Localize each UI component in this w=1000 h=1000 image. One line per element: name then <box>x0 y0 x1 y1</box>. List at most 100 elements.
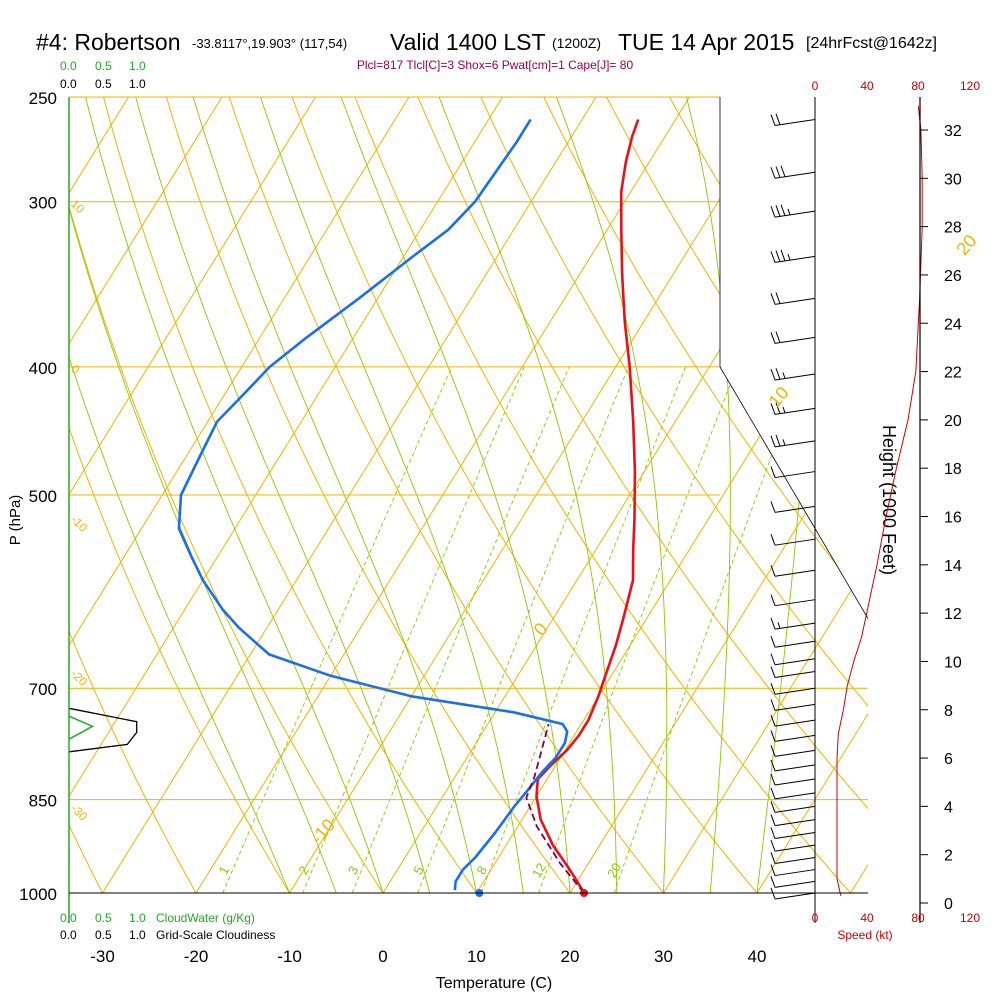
wind-barb-feather <box>770 801 776 813</box>
valid-time: Valid 1400 LST <box>390 29 546 55</box>
cloudwater-profile <box>68 715 95 740</box>
wind-barb-staff <box>774 658 816 666</box>
top-cloudiness-tick-0: 0.0 <box>60 77 77 91</box>
bottom-cloudiness-tick-0: 0.0 <box>60 928 77 942</box>
wind-barb-feather <box>770 666 776 678</box>
station-coords: -33.8117°,19.903° (117,54) <box>192 36 347 51</box>
height-tick-label: 10 <box>944 654 962 671</box>
pressure-tick-label: 300 <box>29 194 57 213</box>
wind-barb-staff <box>774 749 816 757</box>
wind-barb-feather <box>770 206 776 218</box>
wind-barb-feather <box>770 714 776 727</box>
mixing-ratio-label: 2 <box>295 863 312 877</box>
wind-barb-staff <box>774 819 816 827</box>
dry-adiabat-line <box>731 97 868 893</box>
wind-barb-feather <box>770 565 776 577</box>
wind-barb-feather <box>775 368 781 380</box>
wind-barb <box>770 331 816 344</box>
wind-barb-staff <box>774 869 816 877</box>
wind-barb-feather <box>775 113 781 125</box>
temperature-tick-label: 10 <box>467 947 486 966</box>
wind-barb-staff <box>774 880 816 888</box>
wind-barb-feather <box>770 827 776 839</box>
wind-barb-staff <box>774 764 816 772</box>
height-tick-label: 2 <box>944 848 953 865</box>
wind-barb-staff <box>774 671 816 679</box>
station-title: #4: Robertson <box>36 29 180 55</box>
moist-adiabat-line <box>756 97 814 893</box>
moist-adiabat-line <box>69 97 337 893</box>
wind-barb-feather <box>770 435 776 448</box>
wind-barb <box>770 864 816 877</box>
wind-barb-feather <box>770 839 776 852</box>
wind-barb <box>770 666 816 679</box>
wind-barb-feather <box>770 773 776 786</box>
wind-barb-feather <box>770 759 776 772</box>
isotherm-line <box>69 97 316 893</box>
wind-barb <box>770 113 816 127</box>
temperature-tick-label: -10 <box>277 947 302 966</box>
wind-barb <box>770 653 816 666</box>
wind-barb-feather <box>770 745 776 757</box>
height-tick-label: 20 <box>944 413 962 430</box>
speed-axis-title: Speed (kt) <box>837 928 892 942</box>
wind-barb <box>770 204 816 218</box>
wind-barb <box>770 434 816 448</box>
dry-adiabat-line <box>69 97 290 893</box>
wind-barb <box>770 501 816 513</box>
wind-barb <box>770 699 816 711</box>
speed-top-tick: 0 <box>812 79 819 93</box>
wind-barb-feather <box>775 205 781 217</box>
wind-barb-feather <box>770 594 776 606</box>
wind-barb-staff <box>774 719 816 727</box>
wind-barb-staff <box>774 538 816 546</box>
cloudiness-profile <box>68 707 138 753</box>
wind-barb-staff <box>774 892 816 900</box>
top-cloudwater-tick-2: 1.0 <box>129 59 146 73</box>
wind-barb <box>770 814 816 827</box>
wind-barb-feather <box>770 683 776 695</box>
mixing-ratio-label: 1 <box>216 863 233 877</box>
wind-barb-half-feather <box>782 372 786 379</box>
dewpoint-line <box>177 118 569 891</box>
wind-barb <box>770 368 816 381</box>
dry-adiabat-line <box>480 97 868 893</box>
top-cloudwater-tick-1: 0.5 <box>95 59 112 73</box>
temperature-tick-label: -20 <box>184 947 209 966</box>
x-axis-title: Temperature (C) <box>436 975 552 992</box>
dry-adiabat-line <box>291 97 758 893</box>
height-tick-label: 4 <box>944 799 953 816</box>
wind-barb-staff <box>774 734 816 742</box>
wind-barb-staff <box>774 440 816 448</box>
background-clip-group <box>69 97 868 893</box>
speed-top-tick: 40 <box>860 79 874 93</box>
wind-barb <box>770 730 816 742</box>
height-tick-label: 22 <box>944 365 962 382</box>
pressure-tick-label: 400 <box>29 359 57 378</box>
wind-barb <box>770 745 816 757</box>
isotherm-line <box>69 97 223 893</box>
wind-barb-half-feather <box>787 254 791 261</box>
wind-barb-feather <box>770 114 776 126</box>
wind-barb-staff <box>774 119 816 127</box>
wind-barb-staff <box>774 778 816 786</box>
wind-barb-feather <box>770 368 776 381</box>
dry-adiabat-line <box>69 97 384 893</box>
dry-adiabat-line <box>103 97 477 893</box>
wind-barb-staff <box>774 336 816 344</box>
height-tick-label: 30 <box>944 171 962 188</box>
wind-barb <box>770 839 816 852</box>
temperature-tick-label: -30 <box>90 947 115 966</box>
isotherm-line <box>756 97 868 893</box>
temperature-tick-label: 0 <box>378 947 387 966</box>
wind-barb-staff <box>774 832 816 839</box>
wind-barb-staff <box>774 640 816 648</box>
wind-barb-staff <box>774 805 816 813</box>
height-tick-label: 16 <box>944 510 962 527</box>
height-tick-label: 18 <box>944 461 962 478</box>
wind-barb <box>770 787 816 800</box>
wind-barb <box>770 617 816 630</box>
isotherm-label: 0 <box>530 619 552 640</box>
wind-barb-feather <box>780 249 786 262</box>
